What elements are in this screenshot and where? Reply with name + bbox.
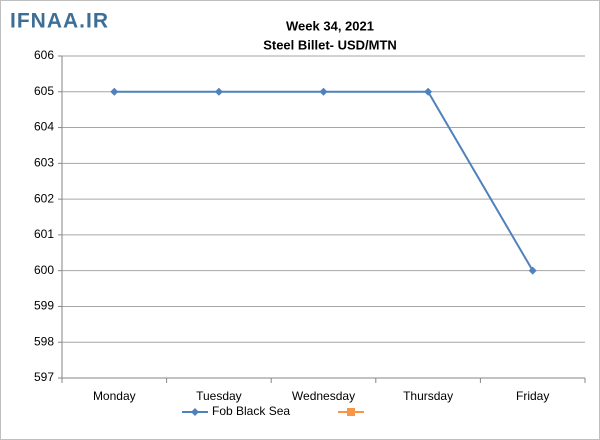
y-tick-label: 605 [34,84,54,98]
legend-marker [191,408,199,416]
point-marker [528,266,537,275]
chart-title: Week 34, 2021 [286,18,374,33]
point-marker [319,87,328,96]
x-tick-label: Wednesday [292,389,355,403]
y-tick-label: 599 [34,299,54,313]
x-tick-label: Tuesday [196,389,242,403]
y-tick-label: 601 [34,227,54,241]
y-tick-label: 606 [34,48,54,62]
x-tick-label: Friday [516,389,549,403]
point-marker [214,87,223,96]
x-tick-label: Monday [93,389,136,403]
chart-subtitle: Steel Billet- USD/MTN [263,37,397,52]
x-tick-label: Thursday [403,389,453,403]
y-tick-label: 604 [34,120,54,134]
y-tick-label: 602 [34,191,54,205]
y-tick-label: 600 [34,263,54,277]
y-tick-label: 603 [34,156,54,170]
y-tick-label: 597 [34,370,54,384]
legend-label: Fob Black Sea [212,404,290,418]
y-tick-label: 598 [34,334,54,348]
point-marker [110,87,119,96]
legend-marker [347,408,355,416]
point-marker [424,87,433,96]
watermark: IFNAA.IR [10,10,109,33]
